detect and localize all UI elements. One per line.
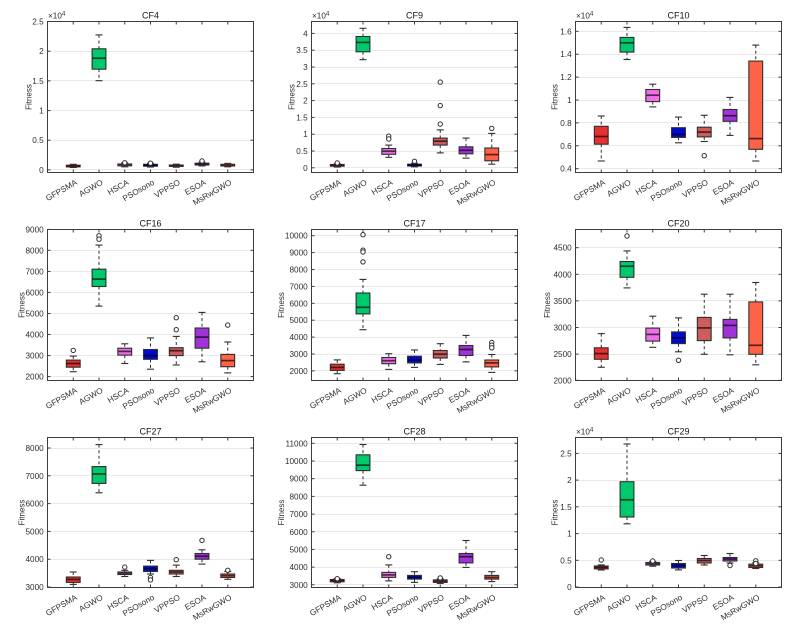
svg-text:11000: 11000 (286, 439, 309, 448)
svg-text:9000: 9000 (289, 249, 308, 258)
svg-text:0.4: 0.4 (560, 165, 572, 174)
svg-text:3500: 3500 (553, 297, 572, 306)
svg-text:4000: 4000 (25, 331, 44, 340)
svg-text:8000: 8000 (25, 444, 44, 453)
svg-text:4000: 4000 (289, 563, 308, 572)
svg-text:CF9: CF9 (406, 10, 423, 20)
svg-text:10000: 10000 (285, 232, 308, 241)
svg-text:2000: 2000 (553, 376, 572, 385)
svg-text:0: 0 (39, 166, 44, 175)
svg-text:Fitness: Fitness (18, 500, 27, 526)
svg-text:10000: 10000 (285, 457, 308, 466)
svg-text:4: 4 (303, 29, 308, 38)
svg-text:3000: 3000 (25, 583, 44, 592)
svg-text:6000: 6000 (25, 288, 44, 297)
svg-text:2.5: 2.5 (296, 80, 308, 89)
svg-text:5000: 5000 (25, 527, 44, 536)
svg-text:Fitness: Fitness (25, 84, 34, 110)
svg-text:2.5: 2.5 (32, 18, 44, 27)
svg-text:9000: 9000 (25, 225, 44, 234)
svg-text:0.5: 0.5 (296, 147, 308, 156)
svg-text:2000: 2000 (289, 367, 308, 376)
svg-text:Fitness: Fitness (288, 84, 297, 110)
svg-text:2.5: 2.5 (560, 449, 572, 458)
svg-text:3000: 3000 (289, 581, 308, 590)
svg-text:1.2: 1.2 (560, 73, 572, 82)
svg-text:3000: 3000 (25, 352, 44, 361)
svg-text:CF10: CF10 (667, 10, 689, 20)
svg-text:Fitness: Fitness (277, 500, 286, 526)
svg-text:Fitness: Fitness (551, 500, 560, 526)
svg-text:Fitness: Fitness (18, 292, 27, 318)
svg-text:×104: ×104 (576, 10, 594, 20)
svg-text:Fitness: Fitness (277, 292, 286, 318)
svg-text:CF4: CF4 (142, 10, 159, 20)
svg-text:CF27: CF27 (139, 426, 161, 436)
svg-text:CF17: CF17 (403, 218, 425, 228)
svg-text:1.5: 1.5 (32, 77, 44, 86)
svg-text:1.6: 1.6 (560, 27, 572, 36)
svg-text:2000: 2000 (25, 373, 44, 382)
svg-text:4500: 4500 (553, 244, 572, 253)
svg-text:CF20: CF20 (667, 218, 689, 228)
svg-text:8000: 8000 (25, 246, 44, 255)
svg-text:0.6: 0.6 (560, 142, 572, 151)
svg-text:1.5: 1.5 (296, 113, 308, 122)
svg-text:1: 1 (567, 530, 572, 539)
svg-text:3000: 3000 (289, 350, 308, 359)
svg-text:7000: 7000 (25, 267, 44, 276)
svg-text:3000: 3000 (553, 324, 572, 333)
svg-text:1.4: 1.4 (560, 50, 572, 59)
svg-text:Fitness: Fitness (543, 292, 552, 318)
svg-text:1: 1 (303, 130, 308, 139)
svg-text:4000: 4000 (25, 555, 44, 564)
svg-text:CF28: CF28 (403, 426, 425, 436)
svg-text:×104: ×104 (576, 426, 594, 436)
svg-text:8000: 8000 (289, 492, 308, 501)
svg-text:0.8: 0.8 (560, 119, 572, 128)
svg-text:7000: 7000 (289, 282, 308, 291)
svg-text:0: 0 (303, 164, 308, 173)
svg-text:1: 1 (567, 96, 572, 105)
svg-text:2: 2 (303, 97, 308, 106)
svg-text:6000: 6000 (25, 500, 44, 509)
svg-text:4000: 4000 (553, 270, 572, 279)
svg-text:6000: 6000 (289, 299, 308, 308)
svg-text:CF29: CF29 (667, 426, 689, 436)
svg-text:8000: 8000 (289, 266, 308, 275)
svg-text:5000: 5000 (289, 316, 308, 325)
svg-text:×104: ×104 (48, 10, 66, 20)
svg-text:6000: 6000 (289, 528, 308, 537)
svg-text:0.5: 0.5 (32, 136, 44, 145)
svg-text:7000: 7000 (25, 472, 44, 481)
svg-text:5000: 5000 (25, 310, 44, 319)
svg-text:1.5: 1.5 (560, 503, 572, 512)
svg-text:×104: ×104 (312, 10, 330, 20)
svg-text:7000: 7000 (289, 510, 308, 519)
svg-text:1: 1 (39, 107, 44, 116)
svg-text:2: 2 (39, 47, 44, 56)
svg-text:2500: 2500 (553, 350, 572, 359)
svg-text:CF16: CF16 (139, 218, 161, 228)
svg-text:3.5: 3.5 (296, 46, 308, 55)
svg-text:0.5: 0.5 (560, 556, 572, 565)
svg-text:4000: 4000 (289, 333, 308, 342)
svg-text:3: 3 (303, 63, 308, 72)
svg-text:Fitness: Fitness (551, 84, 560, 110)
svg-text:2: 2 (567, 476, 572, 485)
svg-text:0: 0 (567, 583, 572, 592)
svg-text:5000: 5000 (289, 545, 308, 554)
svg-text:9000: 9000 (289, 475, 308, 484)
